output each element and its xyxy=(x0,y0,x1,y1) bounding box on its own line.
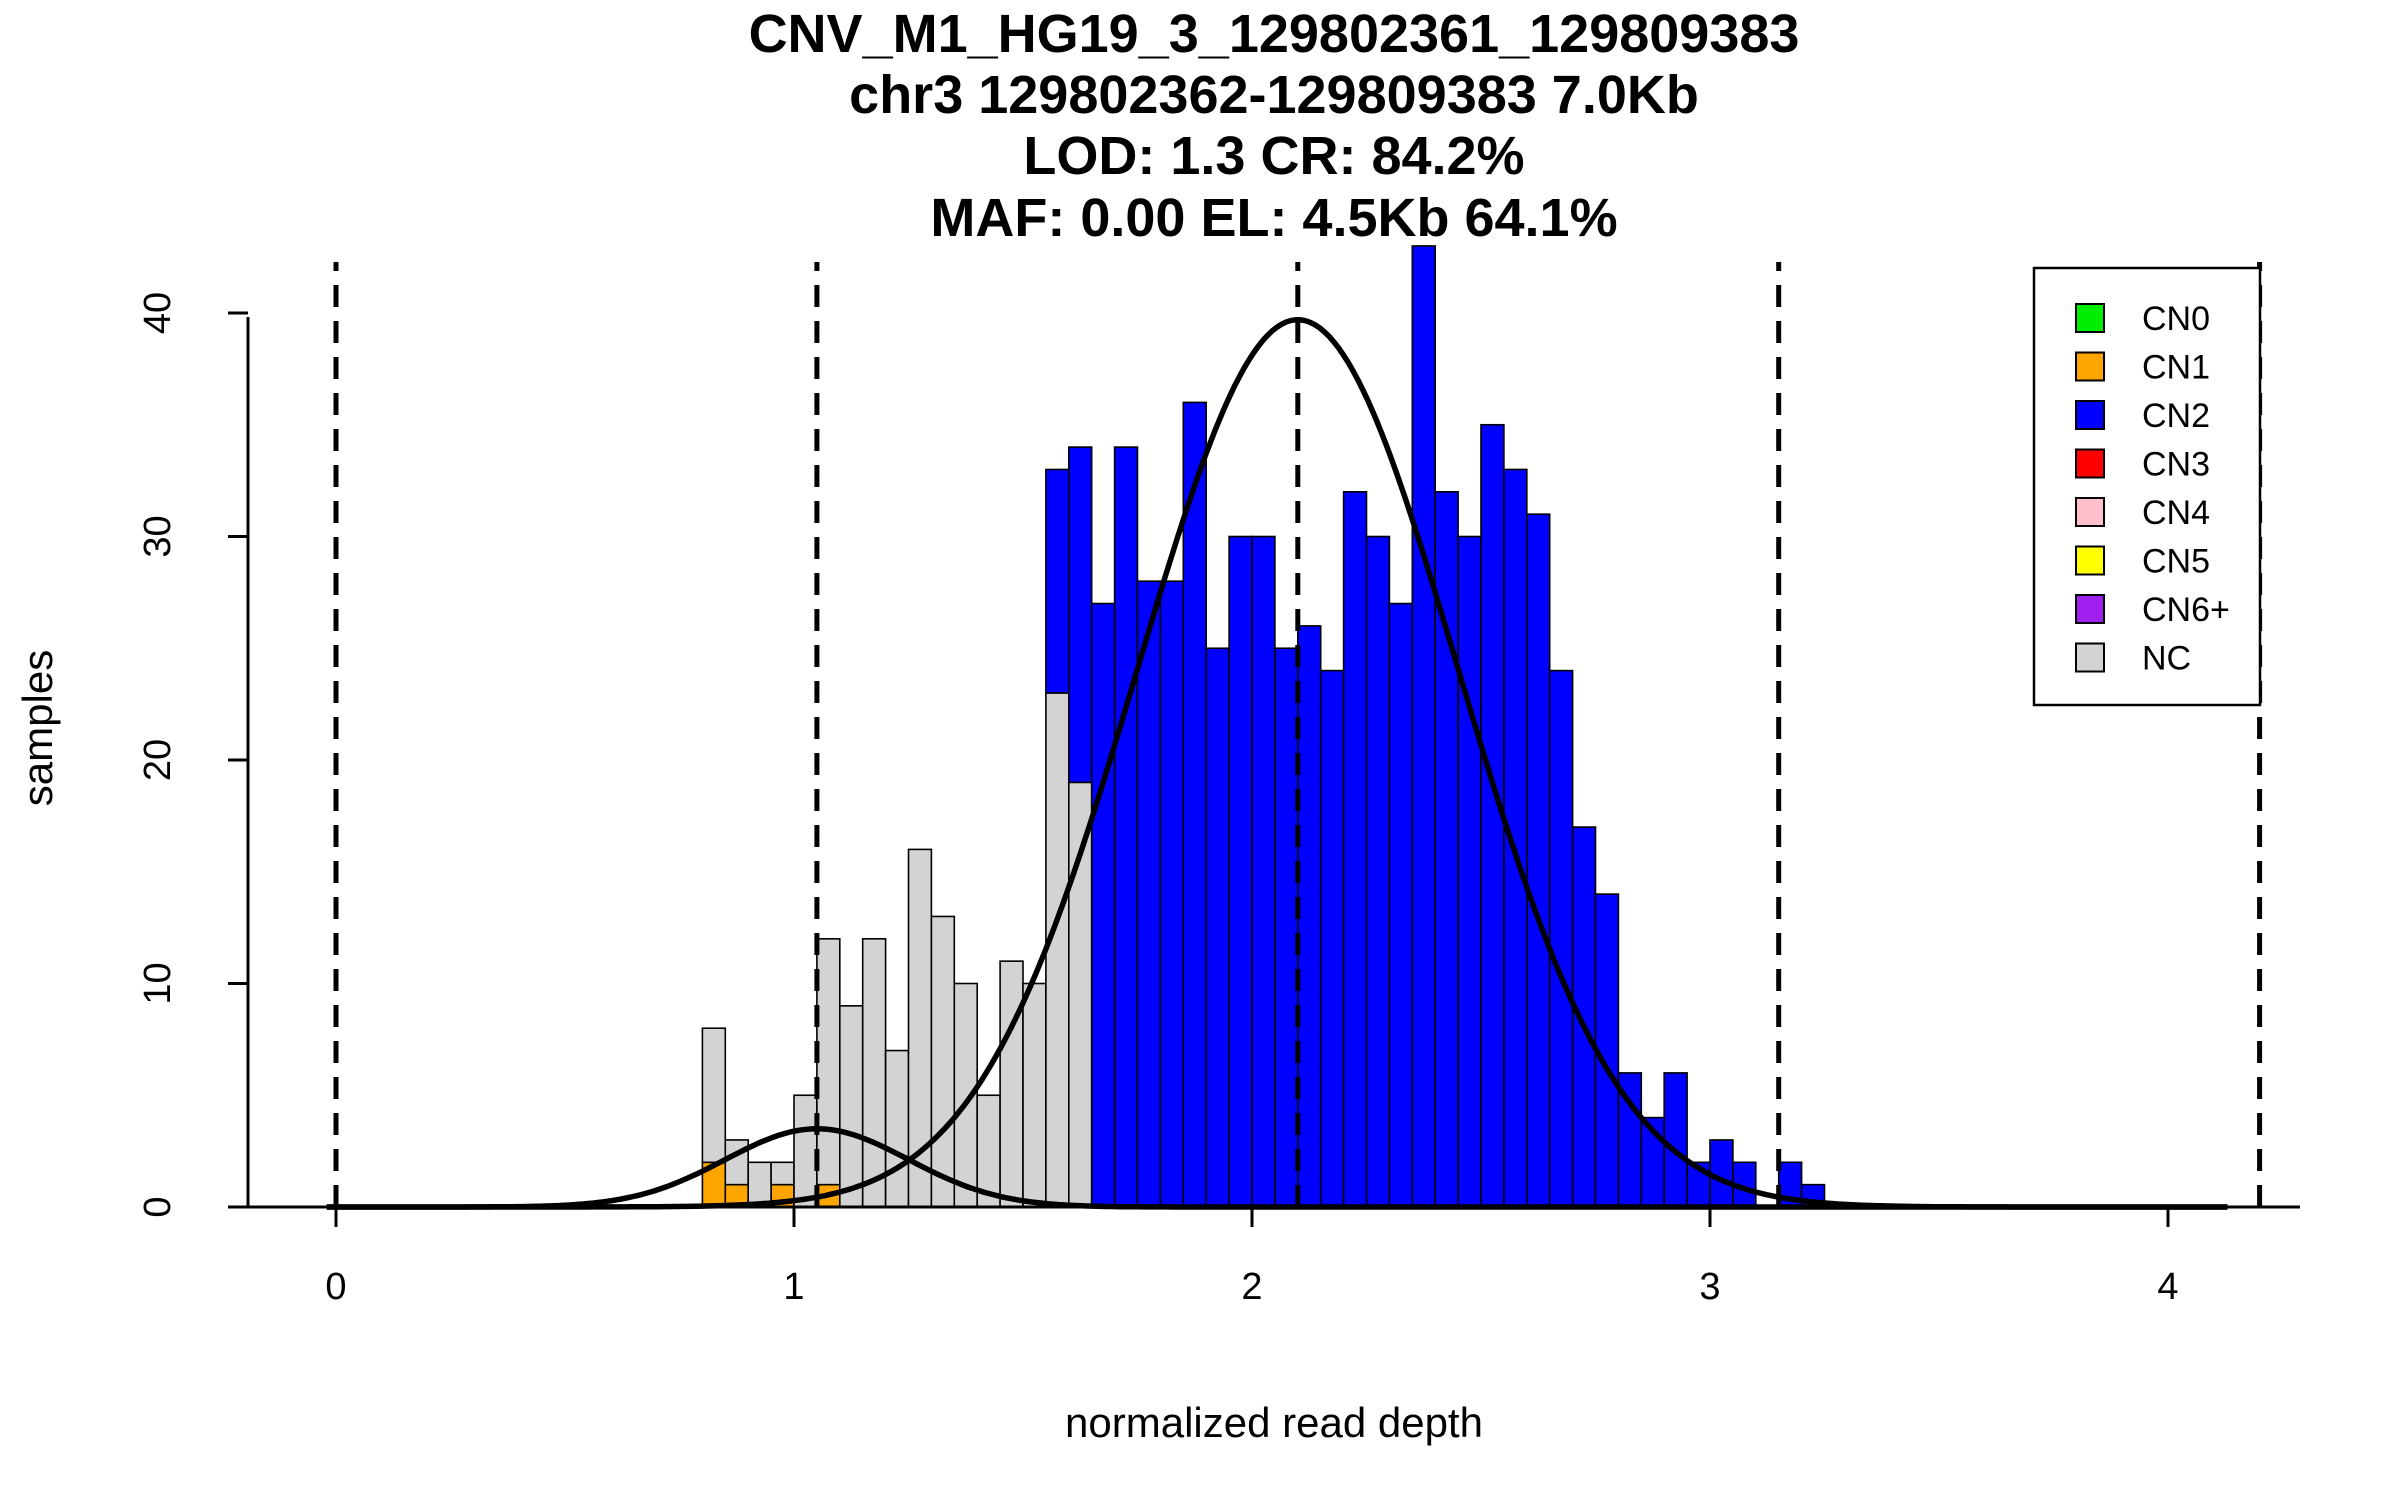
legend-swatch-cn1 xyxy=(2075,351,2105,382)
legend-label-cn2: CN2 xyxy=(2142,397,2210,435)
bar-cn2-1.850 xyxy=(1182,401,1208,1208)
y-tick-label-20: 20 xyxy=(137,739,179,781)
bar-cn2-2.350 xyxy=(1411,245,1437,1208)
bar-nc-1.550 xyxy=(1045,692,1070,1208)
bar-cn2-2.200 xyxy=(1342,490,1368,1208)
title-line-4: MAF: 0.00 EL: 4.5Kb 64.1% xyxy=(930,188,1617,248)
x-tick-label-4: 4 xyxy=(2157,1266,2178,1308)
bar-nc-1.300 xyxy=(930,915,956,1208)
x-axis-label: normalized read depth xyxy=(1065,1399,1483,1446)
bar-cn2-1.950 xyxy=(1228,535,1253,1208)
chart-title: CNV_M1_HG19_3_129802361_129809383 chr3 1… xyxy=(749,4,1800,248)
bar-cn2-2.150 xyxy=(1319,669,1345,1208)
legend-label-cn3: CN3 xyxy=(2142,446,2210,484)
legend-label-cn4: CN4 xyxy=(2142,494,2210,532)
y-tick-label-0: 0 xyxy=(137,1196,179,1217)
bar-nc-0.950 xyxy=(770,1161,795,1186)
bar-cn2-2.300 xyxy=(1388,602,1414,1208)
bar-nc-1.050 xyxy=(816,937,841,1186)
bar-cn2-2.000 xyxy=(1251,535,1276,1208)
title-line-1: CNV_M1_HG19_3_129802361_129809383 xyxy=(749,4,1800,64)
bar-cn2-2.650 xyxy=(1548,669,1574,1208)
y-tick-label-30: 30 xyxy=(137,515,179,557)
legend-swatch-cn5 xyxy=(2075,545,2105,576)
bar-cn2-2.250 xyxy=(1365,535,1391,1208)
bar-cn2-1.700 xyxy=(1113,446,1139,1208)
bar-nc-1.150 xyxy=(861,937,887,1208)
bar-cn2-2.700 xyxy=(1571,826,1597,1208)
legend-swatch-cn6plus xyxy=(2075,594,2105,624)
x-tick-label-3: 3 xyxy=(1699,1266,1720,1308)
legend: CN0 CN1 CN2 CN3 CN4 CN5 CN6+ NC xyxy=(2032,266,2262,707)
bar-nc-1.000 xyxy=(793,1094,818,1208)
bar-nc-0.900 xyxy=(747,1161,772,1208)
bar-cn2-1.600 xyxy=(1068,446,1093,784)
y-tick-label-40: 40 xyxy=(137,292,179,334)
bar-cn2-1.750 xyxy=(1136,580,1162,1208)
bar-cn2-2.450 xyxy=(1457,535,1482,1208)
legend-label-cn0: CN0 xyxy=(2142,300,2210,338)
y-axis-label: samples xyxy=(14,650,61,806)
x-tick-label-2: 2 xyxy=(1241,1266,1262,1308)
bar-nc-0.800 xyxy=(701,1027,727,1164)
bar-cn2-1.800 xyxy=(1159,580,1185,1208)
legend-label-nc: NC xyxy=(2142,640,2191,678)
y-tick-label-10: 10 xyxy=(137,962,179,1004)
bar-cn2-1.550 xyxy=(1045,468,1070,694)
title-line-2: chr3 129802362-129809383 7.0Kb xyxy=(849,65,1699,125)
legend-box xyxy=(2032,266,2262,707)
histogram-bars xyxy=(701,245,1826,1208)
bar-cn2-2.050 xyxy=(1274,647,1299,1208)
x-tick-label-1: 1 xyxy=(783,1266,804,1308)
bar-nc-1.100 xyxy=(838,1005,864,1208)
bar-cn2-2.600 xyxy=(1526,513,1551,1208)
bar-cn2-1.650 xyxy=(1090,602,1116,1208)
bar-cn2-1.900 xyxy=(1205,647,1230,1208)
bar-nc-1.200 xyxy=(884,1049,910,1208)
legend-swatch-cn2 xyxy=(2075,400,2105,430)
y-axis-ticks: 0 10 20 30 40 xyxy=(137,292,248,1218)
title-line-3: LOD: 1.3 CR: 84.2% xyxy=(1023,126,1524,186)
legend-swatch-cn0 xyxy=(2075,303,2105,333)
bar-cn2-2.900 xyxy=(1663,1072,1688,1208)
legend-label-cn6plus: CN6+ xyxy=(2142,591,2230,629)
x-axis-ticks: 0 1 2 3 4 xyxy=(325,1207,2179,1308)
legend-label-cn1: CN1 xyxy=(2142,349,2210,387)
legend-label-cn5: CN5 xyxy=(2142,543,2210,581)
bar-nc-1.450 xyxy=(999,960,1024,1208)
x-tick-label-0: 0 xyxy=(325,1266,346,1308)
legend-swatch-cn3 xyxy=(2075,448,2105,479)
bar-cn2-2.100 xyxy=(1297,625,1322,1208)
legend-swatch-cn4 xyxy=(2075,497,2105,527)
copy-number-reference-lines xyxy=(333,262,2263,1207)
legend-swatch-nc xyxy=(2075,642,2105,673)
bar-nc-1.500 xyxy=(1022,982,1047,1208)
